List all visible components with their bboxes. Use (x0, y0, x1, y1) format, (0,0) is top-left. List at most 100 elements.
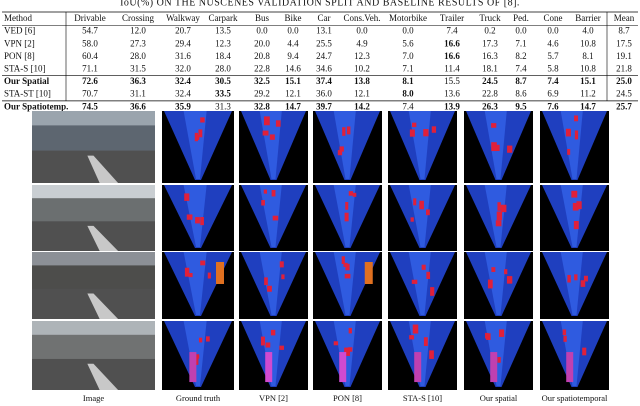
buildings (32, 265, 155, 293)
bev-map (464, 321, 533, 390)
vehicle (200, 216, 204, 226)
table-cell: 25.7 (616, 101, 632, 111)
table-cell: 20.7 (175, 26, 191, 36)
column-header: Truck (479, 13, 501, 23)
vehicle (565, 128, 571, 137)
vehicle (348, 191, 353, 196)
vehicle (497, 356, 501, 363)
vehicle (346, 126, 351, 135)
table-cell: 4.6 (547, 38, 559, 48)
table-cell: 0.0 (547, 26, 559, 36)
vehicle (198, 337, 203, 343)
table-cell: 8.7 (515, 76, 527, 86)
vehicle (409, 129, 415, 137)
bus (189, 352, 197, 383)
vehicle (184, 193, 190, 201)
bev-map (540, 321, 609, 390)
table-cell: 6.9 (547, 89, 559, 99)
table-cell: 22.8 (482, 89, 498, 99)
table-cell: 0.0 (256, 26, 268, 36)
bev-map (540, 252, 609, 319)
table-cell: 30.5 (215, 76, 231, 86)
table-cell: 33.5 (215, 89, 231, 99)
table-cell: 10.8 (580, 63, 596, 73)
figure-caption: Our spatiotemporal (542, 393, 608, 403)
vehicle (431, 126, 437, 133)
table-cell: 12.3 (215, 38, 231, 48)
table-cell: 7.4 (402, 101, 414, 111)
vehicle (344, 212, 349, 222)
bev-map (313, 252, 382, 319)
column-header: Crossing (122, 13, 155, 23)
table-cell: 15.1 (285, 76, 301, 86)
vehicle (507, 145, 513, 153)
vehicle (194, 354, 200, 359)
table-cell: 0.0 (402, 26, 414, 36)
table-cell: 25.0 (616, 76, 632, 86)
vehicle (500, 204, 507, 213)
table-cell: 36.3 (130, 76, 146, 86)
table-cell: 31.3 (215, 101, 231, 111)
vehicle (573, 220, 579, 230)
table-cell: 37.4 (316, 76, 332, 86)
bev-map (239, 321, 308, 390)
vehicle (272, 215, 279, 221)
column-header: Drivable (74, 13, 106, 23)
vehicle (352, 192, 357, 197)
camera-image (32, 252, 155, 319)
vehicle (186, 214, 193, 220)
table-cell: 19.1 (616, 51, 632, 61)
vehicle (279, 345, 284, 350)
construction (216, 262, 224, 284)
table-cell: 26.3 (482, 101, 498, 111)
table-cell: 12.3 (354, 51, 370, 61)
vehicle (279, 261, 284, 268)
column-header: Bike (285, 13, 302, 23)
table-cell: 0.0 (356, 26, 368, 36)
vehicle (491, 142, 497, 152)
table-cell: 8.7 (618, 26, 630, 36)
table-cell: 4.4 (287, 38, 299, 48)
bev-map (239, 111, 308, 183)
table-cell: 29.2 (254, 89, 270, 99)
bus (566, 352, 574, 383)
road-area (259, 185, 282, 247)
vehicle (341, 256, 345, 264)
table-cell: 34.6 (316, 63, 332, 73)
road-marking (87, 363, 119, 390)
table-cell: 72.6 (82, 76, 98, 86)
vehicle (574, 130, 579, 140)
bev-map (239, 252, 308, 319)
column-header: Car (318, 13, 331, 23)
column-header: Method (4, 13, 32, 23)
table-cell: 70.7 (82, 89, 98, 99)
vehicle (342, 127, 346, 136)
column-header: Walkway (166, 13, 200, 23)
road-area (183, 111, 207, 179)
vehicle (496, 211, 503, 221)
table-cell: 5.8 (547, 63, 559, 73)
bev-map (540, 185, 609, 251)
vehicle (486, 333, 491, 340)
table-cell: 7.4 (446, 26, 458, 36)
table-cell: 7.4 (515, 63, 527, 73)
vehicle (188, 273, 193, 278)
road-area (259, 252, 282, 315)
table-cell: 24.7 (316, 51, 332, 61)
vehicle (345, 263, 350, 271)
vehicle (423, 129, 429, 137)
table-cell: 7.0 (402, 51, 414, 61)
road-marking (87, 225, 119, 251)
table-cell: 13.5 (215, 26, 231, 36)
vehicle (347, 347, 353, 352)
table-cell: 5.6 (402, 38, 414, 48)
vehicle (491, 267, 496, 272)
table-cell: 24.5 (482, 76, 498, 86)
table-cell: 20.8 (254, 51, 270, 61)
bus (339, 352, 347, 383)
figure-caption: PON [8] (333, 393, 362, 403)
vehicle (499, 329, 505, 337)
table-cell: 8.1 (582, 51, 593, 61)
method-name: VPN [2] (4, 38, 35, 48)
